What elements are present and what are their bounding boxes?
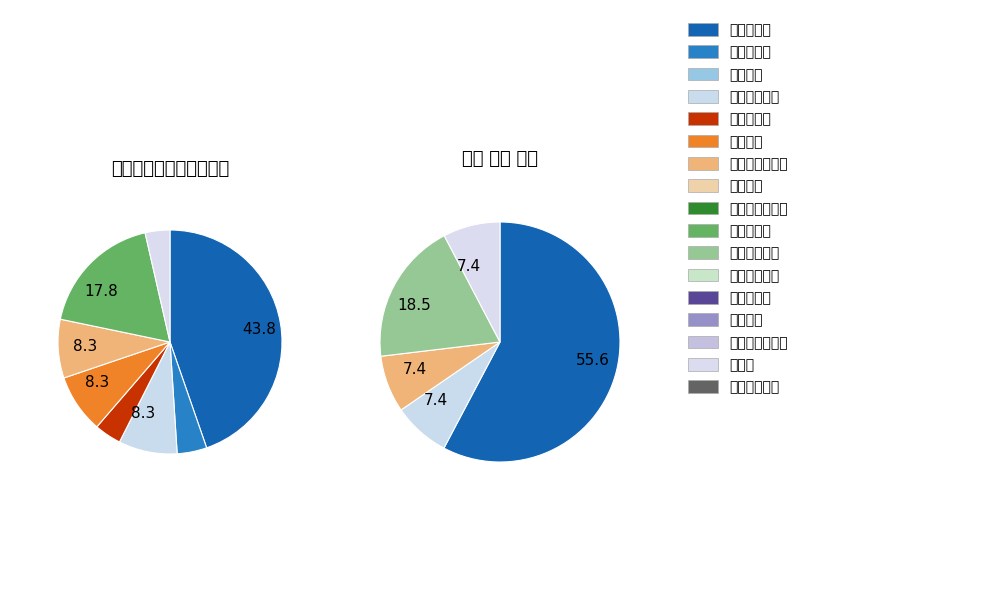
Title: 角中 勝也 選手: 角中 勝也 選手 [462,150,538,168]
Wedge shape [444,222,500,342]
Wedge shape [64,342,170,427]
Text: 7.4: 7.4 [457,259,481,274]
Wedge shape [380,236,500,356]
Text: 18.5: 18.5 [397,298,431,313]
Legend: ストレート, ツーシーム, シュート, カットボール, スプリット, フォーク, チェンジアップ, シンカー, 高速スライダー, スライダー, 縦スライダー, : ストレート, ツーシーム, シュート, カットボール, スプリット, フォーク,… [684,19,792,398]
Wedge shape [444,222,620,462]
Wedge shape [60,233,170,342]
Wedge shape [119,342,177,454]
Wedge shape [381,342,500,410]
Wedge shape [170,230,282,448]
Text: 17.8: 17.8 [84,284,118,299]
Text: 8.3: 8.3 [131,406,155,421]
Wedge shape [401,342,500,448]
Text: 55.6: 55.6 [576,353,610,368]
Wedge shape [145,230,170,342]
Wedge shape [58,319,170,378]
Text: 8.3: 8.3 [85,375,110,390]
Wedge shape [97,342,170,442]
Text: 43.8: 43.8 [242,322,276,337]
Text: 7.4: 7.4 [424,393,448,408]
Title: パ・リーグ全プレイヤー: パ・リーグ全プレイヤー [111,160,229,178]
Text: 8.3: 8.3 [73,339,97,354]
Text: 7.4: 7.4 [403,362,427,377]
Wedge shape [170,342,207,454]
